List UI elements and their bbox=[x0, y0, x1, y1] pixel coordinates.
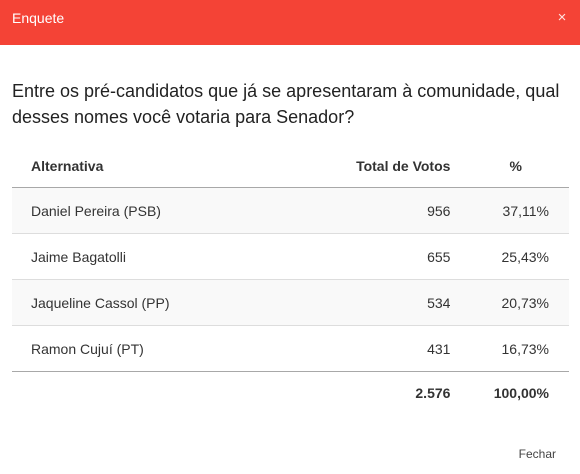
row-percent: 25,43% bbox=[450, 233, 569, 280]
row-alternative: Jaqueline Cassol (PP) bbox=[12, 279, 319, 326]
modal-title: Enquete bbox=[12, 10, 65, 26]
column-header-alternative: Alternativa bbox=[12, 144, 319, 188]
row-votes: 534 bbox=[318, 279, 451, 326]
poll-question: Entre os pré-candidatos que já se aprese… bbox=[12, 81, 560, 127]
close-icon[interactable]: × bbox=[557, 9, 567, 26]
row-alternative: Ramon Cujuí (PT) bbox=[12, 325, 319, 372]
table-row: Ramon Cujuí (PT) 431 16,73% bbox=[12, 325, 569, 372]
row-votes: 431 bbox=[318, 325, 451, 372]
column-header-percent: % bbox=[450, 144, 569, 188]
row-percent: 20,73% bbox=[450, 279, 569, 326]
table-total-row: 2.576 100,00% bbox=[12, 372, 569, 415]
total-label-cell bbox=[12, 372, 319, 415]
table-header-row: Alternativa Total de Votos % bbox=[12, 144, 569, 188]
results-table: Alternativa Total de Votos % Daniel Pere… bbox=[12, 144, 569, 414]
table-row: Jaqueline Cassol (PP) 534 20,73% bbox=[12, 279, 569, 326]
total-percent: 100,00% bbox=[493, 385, 549, 401]
row-votes: 956 bbox=[318, 187, 451, 234]
modal-header: Enquete × bbox=[0, 0, 580, 45]
table-row: Jaime Bagatolli 655 25,43% bbox=[12, 233, 569, 280]
row-percent: 16,73% bbox=[450, 325, 569, 372]
row-alternative: Daniel Pereira (PSB) bbox=[12, 187, 319, 234]
row-alternative: Jaime Bagatolli bbox=[12, 233, 319, 280]
table-row: Daniel Pereira (PSB) 956 37,11% bbox=[12, 187, 569, 234]
total-votes: 2.576 bbox=[415, 385, 451, 401]
close-button[interactable]: Fechar bbox=[518, 447, 556, 461]
row-votes: 655 bbox=[318, 233, 451, 280]
row-percent: 37,11% bbox=[450, 187, 569, 234]
column-header-votes: Total de Votos bbox=[318, 144, 451, 188]
